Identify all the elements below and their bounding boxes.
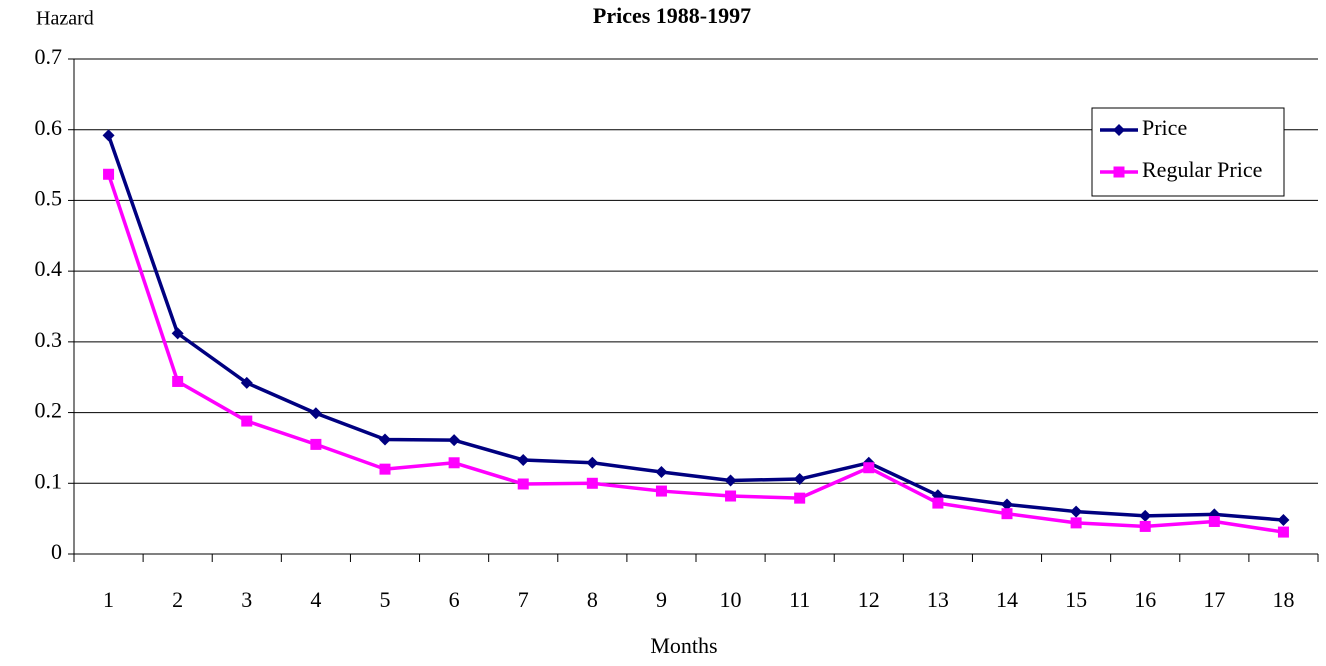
data-point (725, 490, 737, 502)
data-point (1139, 509, 1152, 522)
x-tick-label: 4 (310, 587, 321, 612)
x-tick-label: 2 (172, 587, 183, 612)
data-point (171, 327, 184, 340)
x-tick-label: 14 (996, 587, 1018, 612)
data-point (863, 462, 875, 474)
x-tick-label: 9 (656, 587, 667, 612)
data-point (1277, 514, 1290, 527)
data-point (794, 492, 806, 504)
series-line (106, 173, 1284, 534)
data-point (102, 129, 115, 142)
chart-title: Prices 1988-1997 (593, 3, 751, 28)
data-point (379, 433, 391, 446)
data-point (793, 473, 806, 486)
series-line (106, 134, 1284, 522)
data-point (240, 376, 253, 389)
legend-marker (1113, 166, 1125, 178)
legend-label: Price (1142, 115, 1187, 140)
data-point (309, 407, 322, 420)
y-tick-label: 0.3 (35, 327, 63, 352)
y-axis-label: Hazard (36, 8, 94, 30)
y-tick-label: 0.6 (35, 115, 63, 140)
data-point (932, 497, 944, 509)
data-point (1070, 517, 1082, 529)
data-point (517, 453, 530, 466)
x-tick-label: 1 (103, 587, 114, 612)
x-tick-label: 16 (1134, 587, 1156, 612)
data-point (1070, 505, 1083, 518)
y-tick-label: 0.5 (35, 185, 63, 210)
data-point (379, 463, 391, 475)
legend-box (1091, 107, 1285, 197)
x-tick-label: 7 (518, 587, 529, 612)
data-point (448, 457, 460, 469)
data-point (1001, 508, 1013, 520)
data-point (1208, 515, 1220, 527)
x-tick-label: 12 (858, 587, 880, 612)
x-tick-label: 17 (1203, 587, 1225, 612)
legend: Price Regular Price (1091, 107, 1285, 197)
y-tick-label: 0.1 (35, 468, 63, 493)
data-point (517, 478, 529, 490)
data-point (241, 415, 253, 427)
data-point (655, 465, 668, 478)
x-tick-label: 10 (720, 587, 742, 612)
data-point (172, 375, 184, 387)
data-point (1277, 526, 1289, 538)
legend-label: Regular Price (1142, 157, 1262, 182)
y-tick-label: 0.4 (35, 256, 63, 281)
x-tick-label: 15 (1065, 587, 1087, 612)
data-point (1139, 520, 1151, 532)
x-axis-label: Months (650, 633, 717, 658)
y-tick-label: 0.7 (35, 44, 63, 69)
data-point (1001, 498, 1013, 511)
y-tick-label: 0.2 (35, 398, 63, 423)
x-tick-label: 13 (927, 587, 949, 612)
x-tick-label: 6 (449, 587, 460, 612)
data-point (310, 438, 322, 450)
data-point (655, 485, 667, 497)
legend-marker (1113, 124, 1125, 136)
y-tick-label: 0 (51, 539, 62, 564)
data-point (724, 474, 737, 487)
x-tick-label: 18 (1272, 587, 1294, 612)
x-tick-label: 3 (241, 587, 252, 612)
x-tick-label: 5 (380, 587, 391, 612)
data-point (586, 477, 598, 489)
x-tick-label: 11 (789, 587, 810, 612)
data-point (448, 434, 461, 447)
x-tick-label: 8 (587, 587, 598, 612)
data-point (103, 168, 115, 180)
data-point (586, 456, 599, 469)
